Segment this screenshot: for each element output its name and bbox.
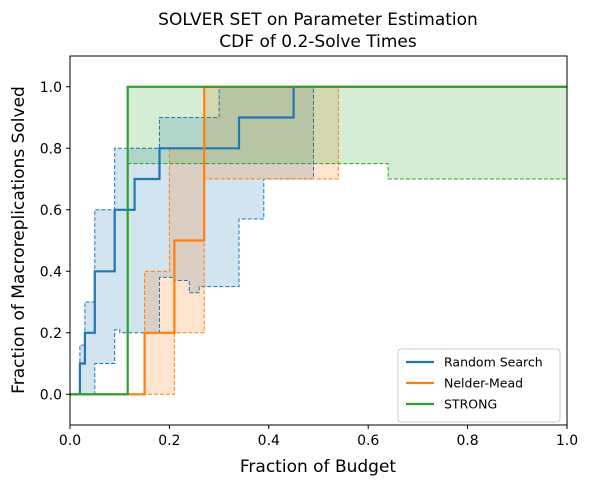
plot-area-frame [69, 55, 568, 426]
strong-cdf-line [70, 85, 567, 396]
x-tick-label: 0.4 [258, 433, 280, 449]
legend-label-strong: STRONG [444, 397, 497, 412]
legend-label-random-search: Random Search [444, 355, 543, 370]
nelder-mead-cdf-line [70, 85, 567, 396]
legend-box [397, 348, 561, 423]
nelder-mead-ci-upper-line [70, 86, 567, 395]
x-tick-label: 0.2 [158, 433, 180, 449]
x-axis-label: Fraction of Budget [240, 457, 397, 477]
legend-label-nelder-mead: Nelder-Mead [444, 376, 523, 391]
x-tick-label: 1.0 [556, 433, 578, 449]
y-axis-label: Fraction of Macroreplications Solved [9, 86, 29, 394]
strong-ci-band [70, 86, 567, 395]
y-tick-label: 0.4 [40, 264, 62, 280]
chart-title-line1: SOLVER SET on Parameter Estimation [158, 10, 478, 30]
nelder-mead-ci-lower-line [70, 86, 567, 395]
cdf-lines [70, 85, 567, 396]
y-tick-label: 0.0 [40, 387, 62, 403]
y-axis-ticks: 0.0 0.2 0.4 0.6 0.8 1.0 [40, 80, 70, 403]
y-tick-label: 1.0 [40, 80, 62, 96]
chart-title-line2: CDF of 0.2-Solve Times [219, 32, 417, 52]
x-tick-label: 0.0 [59, 433, 81, 449]
random-search-cdf-line [70, 85, 567, 396]
x-tick-label: 0.8 [456, 433, 478, 449]
legend: Random Search Nelder-Mead STRONG [397, 348, 561, 423]
random-search-ci-lower-line [70, 86, 567, 395]
random-search-ci-upper-line [70, 86, 567, 395]
y-tick-label: 0.2 [40, 326, 62, 342]
y-tick-label: 0.8 [40, 141, 62, 157]
x-tick-label: 0.6 [357, 433, 379, 449]
y-tick-label: 0.6 [40, 203, 62, 219]
x-axis-ticks: 0.0 0.2 0.4 0.6 0.8 1.0 [59, 425, 578, 449]
